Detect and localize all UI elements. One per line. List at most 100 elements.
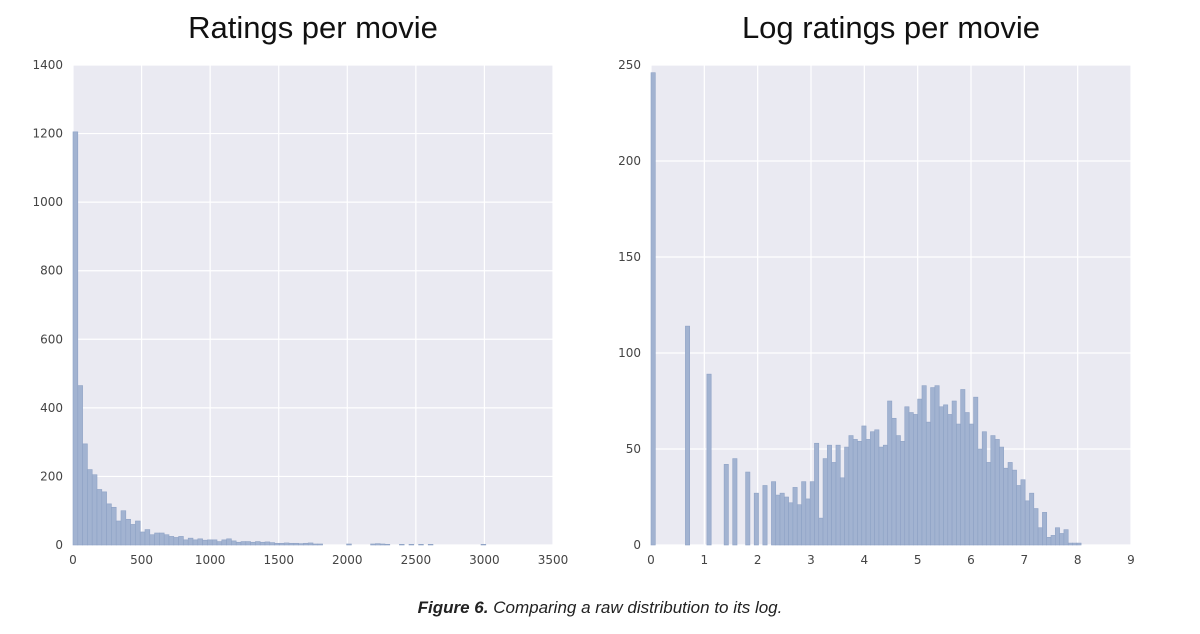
histogram-bar: [279, 542, 285, 546]
histogram-bar: [706, 373, 712, 546]
histogram-bar: [827, 444, 832, 546]
histogram-bar: [964, 412, 970, 546]
histogram-bar: [245, 541, 251, 546]
histogram-bar: [1046, 537, 1052, 546]
histogram-bar: [312, 543, 319, 546]
histogram-bar: [943, 404, 949, 546]
histogram-bar: [269, 542, 275, 546]
y-tick-label: 600: [40, 332, 63, 346]
histogram-bar: [1076, 542, 1082, 546]
histogram-bar: [274, 542, 280, 546]
histogram-bar: [135, 520, 141, 546]
histogram-bar: [913, 414, 918, 546]
histogram-bar: [857, 441, 863, 546]
histogram-bar: [981, 431, 987, 546]
histogram-bar: [900, 441, 906, 546]
histogram-bar: [818, 517, 824, 546]
histogram-bar: [149, 534, 155, 546]
y-tick-label: 0: [55, 538, 63, 552]
histogram-bar: [139, 531, 146, 546]
chart-title-ratings: Ratings per movie: [188, 10, 438, 45]
histogram-bar: [384, 544, 391, 546]
histogram-bar: [1063, 529, 1069, 546]
histogram-bar: [977, 448, 983, 546]
histogram-bar: [723, 464, 729, 546]
histogram-bar: [87, 469, 93, 546]
histogram-bar: [154, 532, 160, 546]
histogram-bar: [1055, 527, 1060, 546]
histogram-bar: [1029, 492, 1035, 546]
histogram-bar: [293, 542, 299, 546]
histogram-bar: [399, 544, 405, 546]
histogram-bar: [187, 537, 194, 546]
histogram-bar: [1037, 527, 1043, 546]
histogram-bar: [375, 543, 381, 546]
histogram-bar: [106, 503, 112, 546]
histogram-bar: [861, 425, 867, 546]
histogram-bar: [999, 446, 1004, 546]
x-tick-label: 3500: [538, 553, 569, 567]
y-tick-label: 200: [40, 469, 63, 483]
histogram-bar: [173, 537, 179, 546]
histogram-bar: [951, 400, 957, 546]
x-tick-label: 3: [807, 553, 815, 567]
x-tick-label: 6: [967, 553, 975, 567]
histogram-bar: [1003, 467, 1009, 546]
x-tick-label: 0: [647, 553, 655, 567]
histogram-bar: [784, 496, 789, 546]
histogram-bar: [796, 504, 802, 546]
histogram-bar: [96, 489, 103, 546]
histogram-bar: [844, 446, 850, 546]
x-tick-label: 9: [1127, 553, 1135, 567]
plot-area-background: [73, 65, 553, 545]
histogram-bar: [72, 131, 79, 546]
histogram-bar: [986, 462, 992, 546]
histogram-bar: [1067, 542, 1073, 546]
histogram-bar: [650, 72, 656, 546]
histogram-bar: [1011, 469, 1017, 546]
histogram-bar: [91, 474, 98, 546]
histogram-bar: [211, 539, 218, 546]
y-tick-label: 0: [633, 538, 641, 552]
y-tick-label: 800: [40, 264, 63, 278]
histogram-bar: [775, 494, 781, 546]
histogram-bar: [1042, 512, 1048, 546]
histogram-bar: [303, 542, 309, 546]
x-tick-label: 2500: [401, 553, 432, 567]
histogram-bar: [814, 442, 820, 546]
histogram-bar: [801, 481, 807, 546]
histogram-bar: [240, 541, 247, 546]
histogram-bar: [115, 520, 122, 546]
histogram-bar: [848, 435, 854, 546]
histogram-bar: [1024, 500, 1030, 546]
x-tick-label: 0: [69, 553, 77, 567]
histogram-bar: [882, 444, 888, 546]
y-tick-label: 100: [618, 346, 641, 360]
histogram-bar: [685, 325, 690, 546]
histogram-bar: [178, 536, 184, 546]
histogram-bar: [125, 518, 131, 546]
histogram-bar: [990, 435, 996, 546]
histogram-bar: [956, 423, 961, 546]
histogram-bar: [805, 498, 811, 546]
histogram-bar: [77, 385, 83, 546]
histogram-bar: [874, 429, 880, 546]
histogram-bar: [835, 444, 841, 546]
histogram-log-ratings-panel: 0 1 2 3 4 5 6 7 8 9 0 50 100 150 200 250: [618, 58, 1135, 567]
x-tick-label: 8: [1074, 553, 1082, 567]
histogram-bar: [1033, 508, 1039, 546]
histogram-bar: [771, 481, 777, 546]
histogram-bar: [163, 534, 170, 546]
histogram-bar: [250, 541, 256, 546]
histogram-bar: [779, 492, 785, 546]
histogram-bar: [934, 385, 940, 546]
histogram-bar: [130, 524, 136, 546]
histogram-bar: [753, 492, 759, 546]
histogram-bar: [831, 462, 837, 546]
histogram-bar: [1007, 462, 1013, 546]
histogram-bar: [960, 389, 966, 546]
histogram-bar: [1020, 479, 1026, 546]
x-tick-label: 4: [861, 553, 869, 567]
histogram-bar: [839, 477, 845, 546]
